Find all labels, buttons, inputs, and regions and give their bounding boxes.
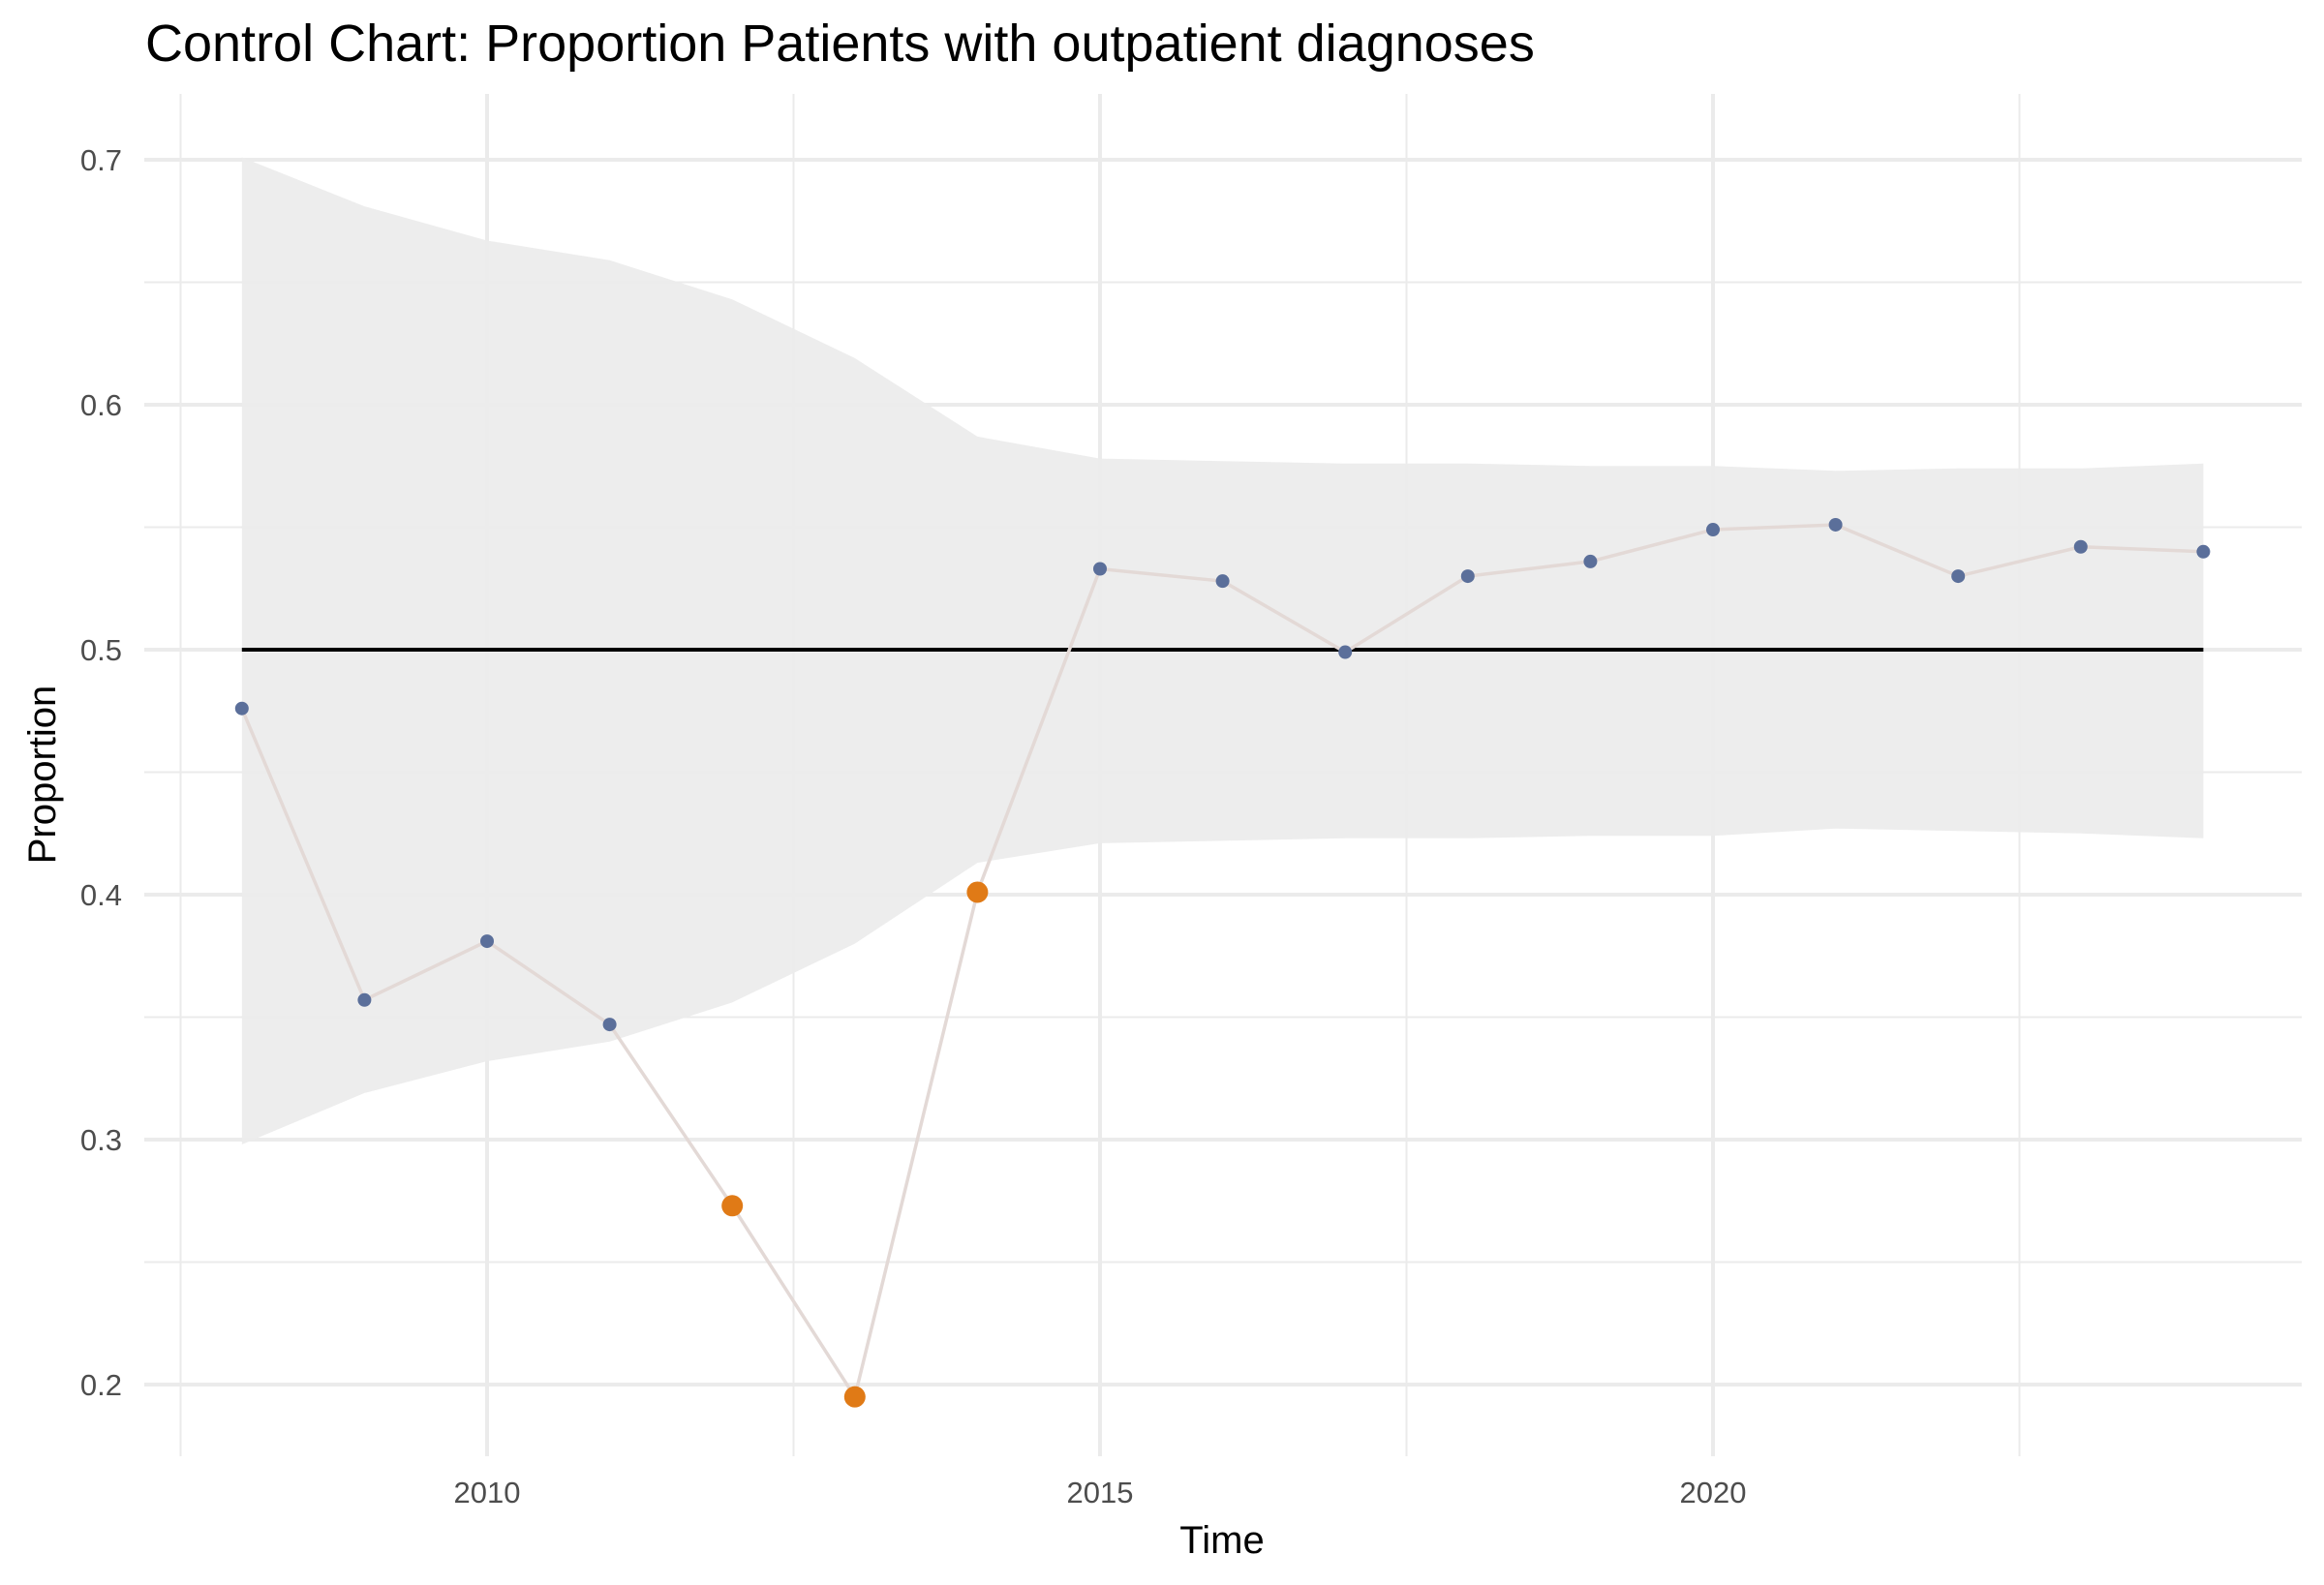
y-tick-label: 0.4 bbox=[80, 878, 122, 912]
data-point bbox=[1706, 523, 1720, 537]
y-tick-label: 0.5 bbox=[80, 633, 122, 667]
data-point bbox=[480, 934, 494, 949]
out-of-control-point bbox=[966, 881, 989, 903]
y-axis-tick-labels: 0.2 0.3 0.4 0.5 0.6 0.7 bbox=[80, 143, 122, 1402]
x-axis-title: Time bbox=[1179, 1519, 1264, 1562]
data-point bbox=[357, 992, 372, 1007]
y-tick-label: 0.2 bbox=[80, 1368, 122, 1402]
y-tick-label: 0.7 bbox=[80, 143, 122, 177]
y-axis-title: Proportion bbox=[21, 686, 64, 865]
data-point bbox=[1215, 574, 1230, 589]
data-point bbox=[234, 701, 249, 716]
out-of-control-point bbox=[721, 1195, 744, 1217]
data-point bbox=[2196, 544, 2211, 559]
data-point bbox=[1460, 569, 1475, 584]
y-tick-label: 0.6 bbox=[80, 388, 122, 422]
data-point bbox=[1951, 569, 1966, 584]
x-tick-label: 2010 bbox=[454, 1476, 521, 1509]
data-point bbox=[2073, 539, 2088, 554]
x-tick-label: 2020 bbox=[1680, 1476, 1747, 1509]
data-point bbox=[1338, 645, 1353, 659]
data-point bbox=[1828, 517, 1843, 532]
chart-title: Control Chart: Proportion Patients with … bbox=[145, 15, 1535, 73]
x-axis-tick-labels: 2010 2015 2020 bbox=[454, 1476, 1747, 1509]
out-of-control-point bbox=[843, 1386, 866, 1408]
y-tick-label: 0.3 bbox=[80, 1123, 122, 1157]
data-point bbox=[602, 1018, 617, 1032]
data-points bbox=[234, 517, 2211, 1408]
x-tick-label: 2015 bbox=[1067, 1476, 1134, 1509]
data-point bbox=[1093, 562, 1107, 576]
data-point bbox=[1583, 554, 1598, 568]
